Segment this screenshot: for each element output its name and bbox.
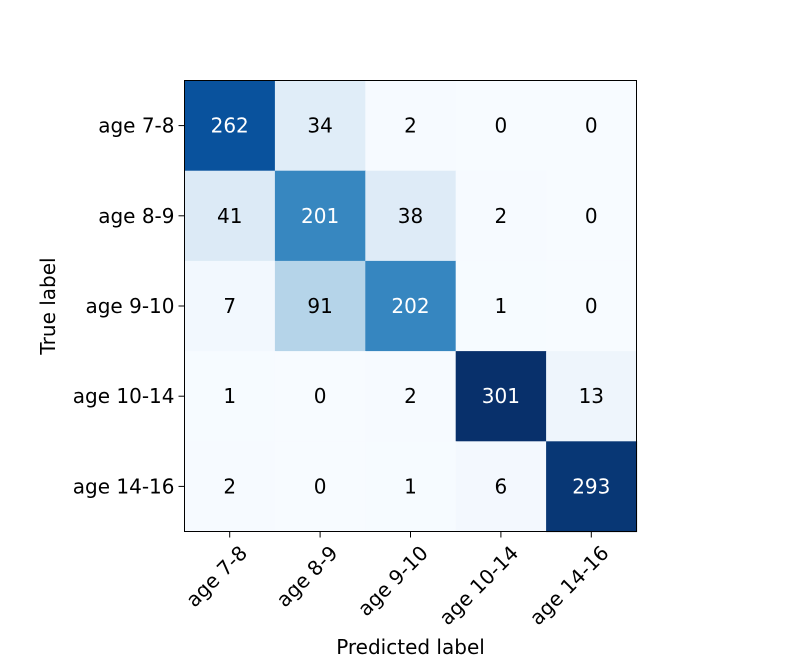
cell-value-label: 91 bbox=[307, 294, 332, 318]
cell-value-label: 38 bbox=[398, 204, 423, 228]
y-tick-label: age 7-8 bbox=[98, 114, 174, 138]
y-tick-label: age 14-16 bbox=[73, 474, 175, 498]
heatmap-cell bbox=[365, 351, 457, 442]
heatmap-cell bbox=[455, 441, 547, 533]
cell-value-label: 2 bbox=[223, 474, 236, 498]
cell-value-label: 34 bbox=[307, 114, 332, 138]
heatmap-cell bbox=[274, 80, 366, 172]
heatmap-cell bbox=[365, 170, 457, 262]
cell-value-label: 7 bbox=[223, 294, 236, 318]
cell-value-label: 2 bbox=[404, 114, 417, 138]
heatmap-cell bbox=[365, 260, 457, 352]
heatmap-cell bbox=[184, 260, 276, 352]
heatmap-cell bbox=[274, 170, 366, 262]
x-tick-label: age 7-8 bbox=[181, 541, 252, 612]
cell-value-label: 41 bbox=[217, 204, 242, 228]
cell-value-label: 0 bbox=[495, 114, 508, 138]
heatmap-cell bbox=[546, 170, 638, 262]
x-axis-ticks: age 7-8 age 8-9 age 9-10 age 10-14 age 14-16 bbox=[181, 531, 614, 630]
x-axis-label: Predicted label bbox=[336, 635, 485, 659]
heatmap-cell bbox=[455, 260, 547, 352]
cell-value-label: 1 bbox=[495, 294, 508, 318]
heatmap-cell bbox=[455, 80, 547, 172]
heatmap-cell bbox=[546, 441, 638, 533]
heatmap-cell bbox=[184, 80, 276, 172]
cell-value-label: 301 bbox=[482, 384, 520, 408]
x-tick-label: age 10-14 bbox=[434, 541, 523, 630]
heatmap-cell bbox=[546, 80, 638, 172]
heatmap-cell bbox=[274, 441, 366, 533]
cell-value-label: 293 bbox=[572, 474, 610, 498]
x-tick-label: age 8-9 bbox=[271, 541, 342, 612]
cell-value-label: 6 bbox=[495, 474, 508, 498]
heatmap-cell bbox=[546, 260, 638, 352]
cell-value-label: 262 bbox=[211, 114, 249, 138]
cell-value-label: 13 bbox=[579, 384, 604, 408]
cell-value-label: 0 bbox=[314, 474, 327, 498]
y-axis-ticks: age 7-8 age 8-9 age 9-10 age 10-14 age 14-16 bbox=[73, 114, 185, 498]
y-tick-label: age 9-10 bbox=[85, 294, 174, 318]
heatmap-cell bbox=[184, 441, 276, 533]
heatmap-cell bbox=[184, 351, 276, 442]
heatmap-cell bbox=[546, 351, 638, 442]
cell-value-labels: 262 34 2 0 041 201 38 2 07 91 202 1 01 0 2 301 132 0 1 6 293 bbox=[211, 114, 611, 499]
cell-value-label: 1 bbox=[223, 384, 236, 408]
y-tick-label: age 8-9 bbox=[98, 204, 174, 228]
heatmap-cell bbox=[274, 351, 366, 442]
cell-value-label: 0 bbox=[314, 384, 327, 408]
cell-value-label: 2 bbox=[404, 384, 417, 408]
cell-value-label: 201 bbox=[301, 204, 339, 228]
cell-value-label: 0 bbox=[585, 204, 598, 228]
x-tick-label: age 9-10 bbox=[353, 541, 433, 621]
heatmap-cell bbox=[455, 170, 547, 262]
x-tick-label: age 14-16 bbox=[525, 541, 614, 630]
heatmap-cell bbox=[274, 260, 366, 352]
y-tick-label: age 10-14 bbox=[73, 384, 175, 408]
heatmap-cell bbox=[365, 441, 457, 533]
cell-value-label: 1 bbox=[404, 474, 417, 498]
cell-value-label: 2 bbox=[495, 204, 508, 228]
heatmap-cell bbox=[455, 351, 547, 442]
cell-value-label: 0 bbox=[585, 294, 598, 318]
y-axis-label: True label bbox=[36, 257, 60, 355]
heatmap-cells bbox=[184, 80, 638, 533]
cell-value-label: 202 bbox=[391, 294, 429, 318]
heatmap-cell bbox=[365, 80, 457, 172]
cell-value-label: 0 bbox=[585, 114, 598, 138]
heatmap-cell bbox=[184, 170, 276, 262]
